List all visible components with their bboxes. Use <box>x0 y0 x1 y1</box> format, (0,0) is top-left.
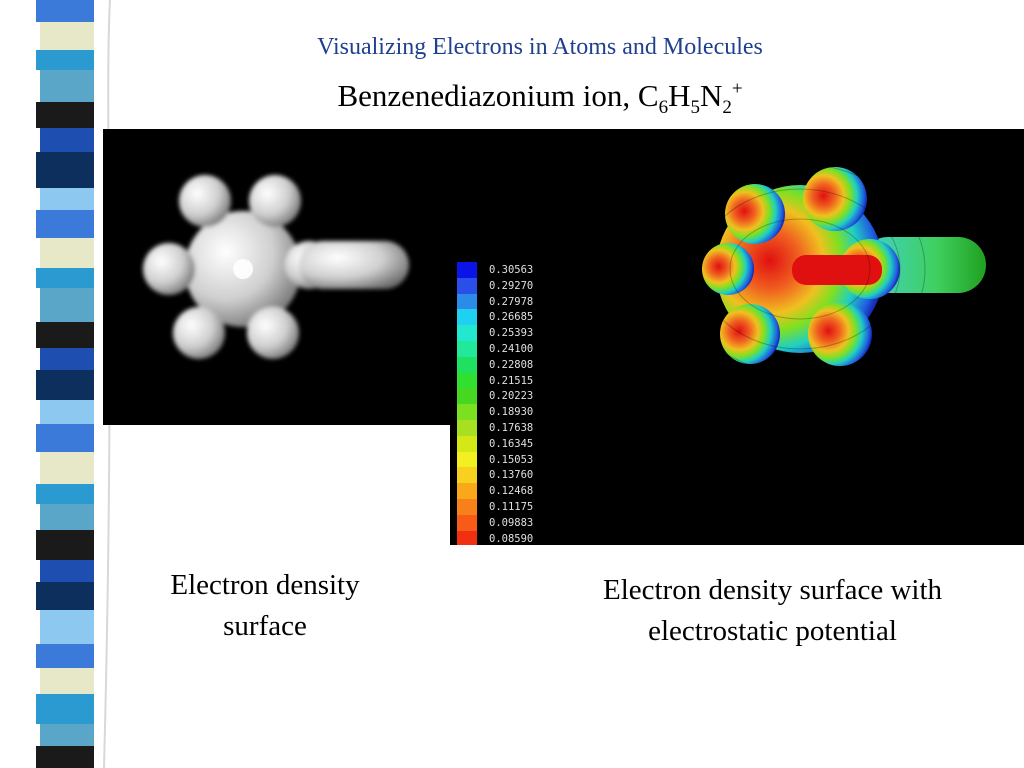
colorbar-row: 0.18930 <box>457 404 577 421</box>
stripe-block <box>40 610 94 644</box>
colorbar-swatch <box>457 514 477 531</box>
decorative-left-stripe <box>0 0 120 768</box>
colorbar-row: 0.24100 <box>457 341 577 358</box>
stripe-block <box>40 668 94 694</box>
stripe-block <box>36 424 94 452</box>
colorbar-value-label: 0.18930 <box>489 406 534 419</box>
colorbar-row: 0.25393 <box>457 325 577 342</box>
stripe-block <box>40 188 94 210</box>
colorbar-swatch <box>457 530 477 545</box>
colorbar-row: 0.30563 <box>457 262 577 279</box>
colorbar-value-label: 0.20223 <box>489 390 534 403</box>
colorbar-value-label: 0.21515 <box>489 374 534 387</box>
colorbar-value-label: 0.16345 <box>489 437 534 450</box>
colorbar-value-label: 0.11175 <box>489 501 534 513</box>
stripe-block <box>36 746 94 768</box>
stripe-block <box>40 70 94 102</box>
slide-heading: Visualizing Electrons in Atoms and Molec… <box>317 34 763 60</box>
colorbar-swatch <box>457 262 477 278</box>
stripe-block <box>36 370 94 400</box>
colorbar-row: 0.22808 <box>457 356 577 374</box>
stripe-block <box>40 560 94 582</box>
colorbar-row: 0.15053 <box>457 451 577 469</box>
colorbar-value-label: 0.17638 <box>489 422 534 434</box>
stripe-block <box>40 400 94 424</box>
stripe-block <box>36 210 94 238</box>
stripe-block <box>40 504 94 530</box>
colorbar-row: 0.26685 <box>457 309 577 326</box>
colorbar-value-label: 0.27978 <box>489 295 534 308</box>
colorbar-row: 0.29270 <box>457 277 577 295</box>
stripe-block <box>40 22 94 50</box>
colorbar-value-label: 0.22808 <box>489 358 534 371</box>
colorbar-value-label: 0.13760 <box>489 469 534 482</box>
stripe-block <box>36 530 94 560</box>
colorbar-swatch <box>457 293 477 310</box>
subscript-nitrogen: 2 <box>722 97 732 119</box>
colorbar-swatch <box>457 435 477 452</box>
colorbar-value-label: 0.09883 <box>489 516 534 529</box>
subheading-h: H <box>668 78 691 113</box>
colorbar-swatch <box>457 451 477 468</box>
stripe-block <box>40 288 94 322</box>
colorbar-value-label: 0.15053 <box>489 453 534 466</box>
superscript-charge: + <box>731 78 743 100</box>
electron-density-surface-image <box>103 129 450 425</box>
subscript-hydrogen: 5 <box>690 97 700 119</box>
stripe-block <box>40 348 94 370</box>
colorbar-value-label: 0.29270 <box>489 279 534 292</box>
stripe-block <box>36 582 94 610</box>
stripe-block <box>36 644 94 668</box>
colorbar-row: 0.12468 <box>457 483 577 500</box>
colorbar-swatch <box>457 420 477 436</box>
colorbar-swatch <box>457 356 477 373</box>
colorbar-value-label: 0.12468 <box>489 485 534 498</box>
colorbar-swatch <box>457 309 477 326</box>
stripe-block <box>40 724 94 746</box>
colorbar-row: 0.13760 <box>457 467 577 484</box>
stripe-block <box>36 694 94 724</box>
colorbar-row: 0.21515 <box>457 372 577 390</box>
stripe-block <box>36 0 94 22</box>
colorbar-swatch <box>457 388 477 405</box>
colorbar-value-label: 0.26685 <box>489 311 534 324</box>
colorbar-value-label: 0.24100 <box>489 343 534 355</box>
colorbar-row: 0.11175 <box>457 499 577 516</box>
colorbar-row: 0.16345 <box>457 435 577 453</box>
slide-subheading: Benzenediazonium ion, C6H5N2+ <box>180 78 900 119</box>
colorbar-value-label: 0.08590 <box>489 532 534 545</box>
colorbar-swatch <box>457 325 477 342</box>
colorbar-legend: 0.30563 0.29270 0.27978 0.26685 0.25393 0.241… <box>457 262 577 545</box>
colorbar-row: 0.27978 <box>457 293 577 311</box>
colorbar-swatch <box>457 404 477 421</box>
subscript-carbon: 6 <box>658 97 669 119</box>
subheading-text: Benzenediazonium ion, C <box>337 78 659 113</box>
colorbar-swatch <box>457 483 477 500</box>
colorbar-swatch <box>457 277 477 294</box>
colorbar-value-label: 0.25393 <box>489 327 534 340</box>
stripe-block <box>40 128 94 152</box>
colorbar-swatch <box>457 341 477 357</box>
stripe-block <box>40 452 94 484</box>
stripe-block <box>36 50 94 70</box>
colorbar-swatch <box>457 372 477 389</box>
colorbar-row: 0.09883 <box>457 514 577 532</box>
electrostatic-potential-surface-image <box>450 129 1024 545</box>
stripe-block <box>36 268 94 288</box>
subheading-n: N <box>699 78 723 113</box>
stripe-block <box>36 322 94 348</box>
caption-electrostatic-potential: Electron density surface with electrosta… <box>602 574 943 647</box>
colorbar-row: 0.08590 <box>457 530 577 545</box>
colorbar-value-label: 0.30563 <box>489 264 534 276</box>
colorbar-swatch <box>457 499 477 515</box>
colorbar-row: 0.20223 <box>457 388 577 405</box>
stripe-block <box>36 484 94 504</box>
colorbar-row: 0.17638 <box>457 420 577 437</box>
stripe-block <box>36 102 94 128</box>
stripe-block <box>36 152 94 188</box>
caption-electron-density: Electron density surface <box>170 569 360 642</box>
colorbar-swatch <box>457 467 477 484</box>
stripe-block <box>40 238 94 268</box>
